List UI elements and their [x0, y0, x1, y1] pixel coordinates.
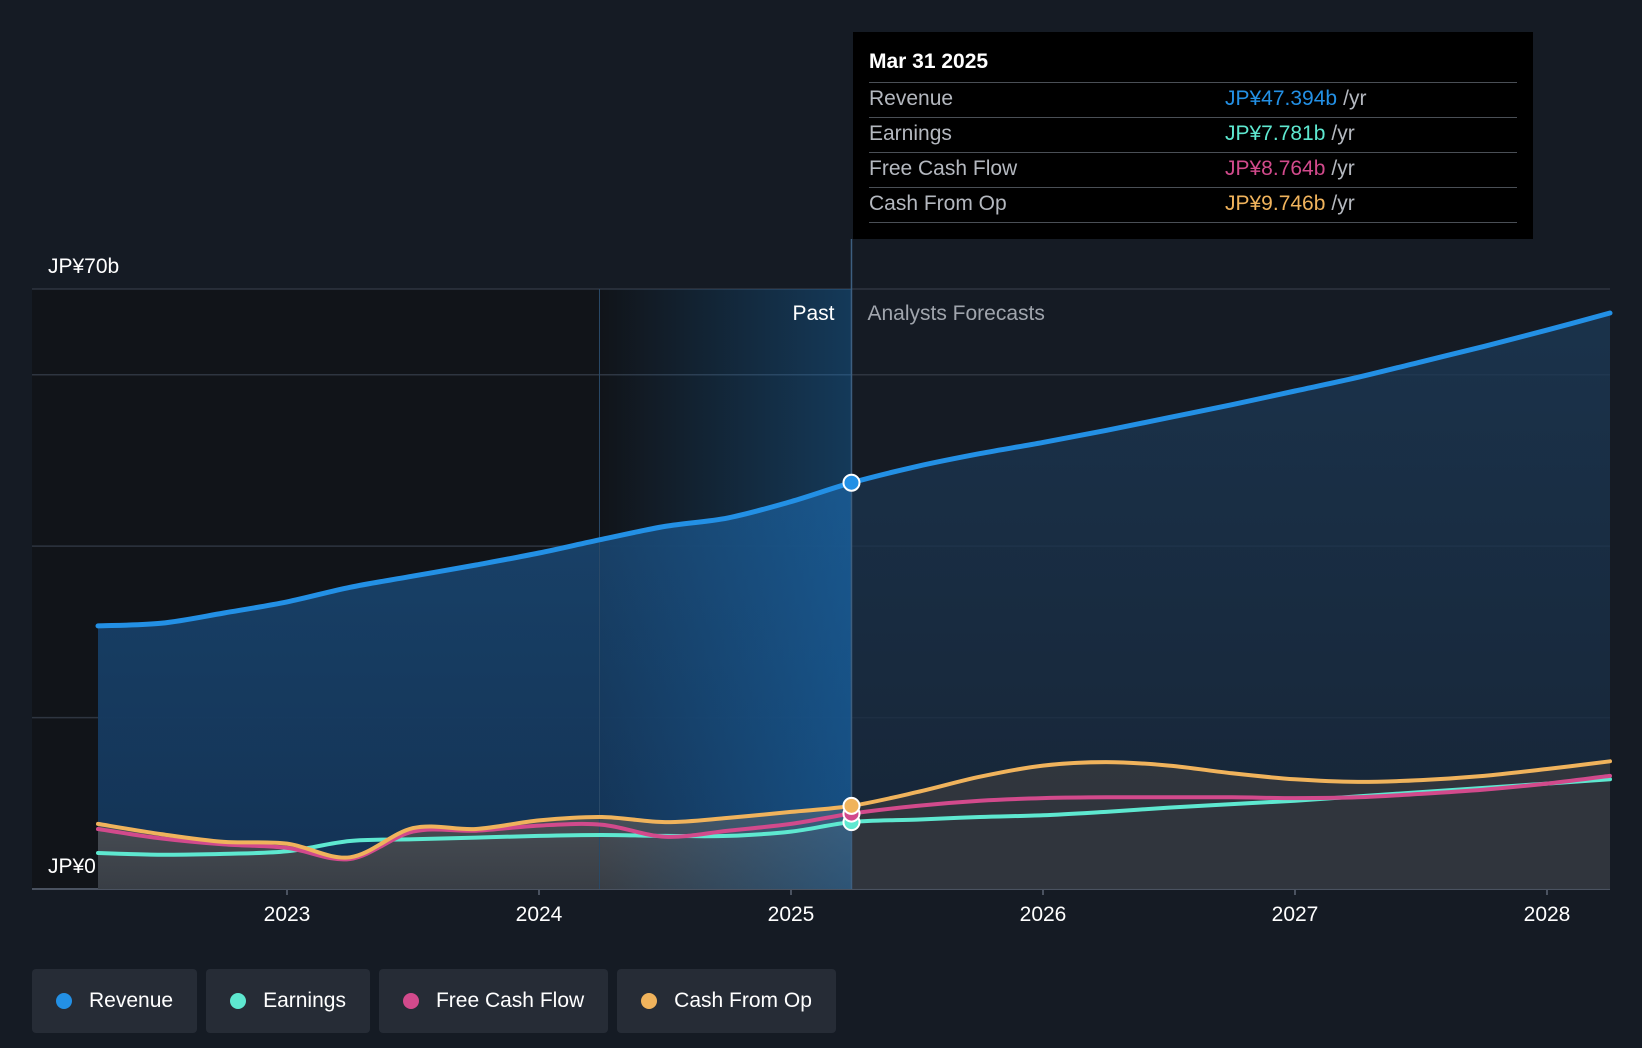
legend-label: Free Cash Flow [435, 989, 585, 1012]
legend-dot-icon [402, 993, 419, 1009]
legend-label: Earnings [263, 989, 346, 1012]
tooltip-unit: /yr [1343, 87, 1367, 110]
highlight-band [598, 239, 853, 889]
legend-dot-icon [56, 993, 72, 1009]
tooltip-row-earnings: Earnings JP¥7.781b /yr [869, 117, 1517, 152]
tooltip-value: JP¥8.764b [1225, 157, 1326, 180]
marker-revenue [842, 473, 861, 492]
tooltip-unit: /yr [1331, 192, 1355, 215]
tooltip-row-free-cash-flow: Free Cash Flow JP¥8.764b /yr [869, 152, 1517, 187]
tooltip-label: Cash From Op [869, 192, 1007, 215]
x-tick-label: 2025 [768, 903, 815, 926]
legend: Revenue Earnings Free Cash Flow Cash Fro… [32, 969, 836, 1033]
tooltip-value: JP¥9.746b [1225, 192, 1326, 215]
tooltip-unit: /yr [1331, 157, 1355, 180]
x-tick-label: 2028 [1524, 903, 1571, 926]
highlight-band-rect [599, 289, 852, 889]
series-markers [842, 473, 861, 832]
marker-cash-from-op [842, 796, 861, 815]
legend-dot-icon [230, 993, 247, 1009]
forecast-label: Analysts Forecasts [867, 302, 1044, 325]
legend-item-revenue[interactable]: Revenue [32, 969, 198, 1033]
tooltip-row-cash-from-op: Cash From Op JP¥9.746b /yr [869, 187, 1517, 223]
x-tick-label: 2027 [1272, 903, 1319, 926]
tooltip-label: Free Cash Flow [869, 157, 1018, 180]
legend-label: Cash From Op [674, 989, 812, 1012]
y-tick-label: JP¥70b [48, 255, 119, 278]
legend-item-free-cash-flow[interactable]: Free Cash Flow [378, 969, 609, 1033]
y-tick-label: JP¥0 [48, 855, 96, 878]
tooltip-value: JP¥7.781b [1225, 122, 1326, 145]
x-tick-label: 2026 [1020, 903, 1067, 926]
tooltip-label: Earnings [869, 122, 952, 145]
tooltip-date: Mar 31 2025 [869, 50, 989, 73]
series-line-revenue [95, 310, 1613, 629]
tooltip-unit: /yr [1331, 122, 1355, 145]
tooltip-row-revenue: Revenue JP¥47.394b /yr [869, 82, 1517, 117]
x-tick-label: 2023 [264, 903, 311, 926]
x-tick-label: 2024 [516, 903, 563, 926]
tooltip-value: JP¥47.394b [1225, 87, 1338, 110]
legend-item-cash-from-op[interactable]: Cash From Op [617, 969, 836, 1033]
legend-dot-icon [641, 993, 658, 1009]
legend-label: Revenue [89, 989, 174, 1012]
tooltip-label: Revenue [869, 87, 954, 110]
past-label: Past [792, 302, 834, 325]
legend-item-earnings[interactable]: Earnings [206, 969, 370, 1033]
axis-labels: JP¥70b JP¥0 2023 2024 2025 2026 2027 2028 Past An… [48, 255, 1570, 926]
tooltip: Mar 31 2025 Revenue JP¥47.394b /yr Earni… [853, 32, 1533, 239]
